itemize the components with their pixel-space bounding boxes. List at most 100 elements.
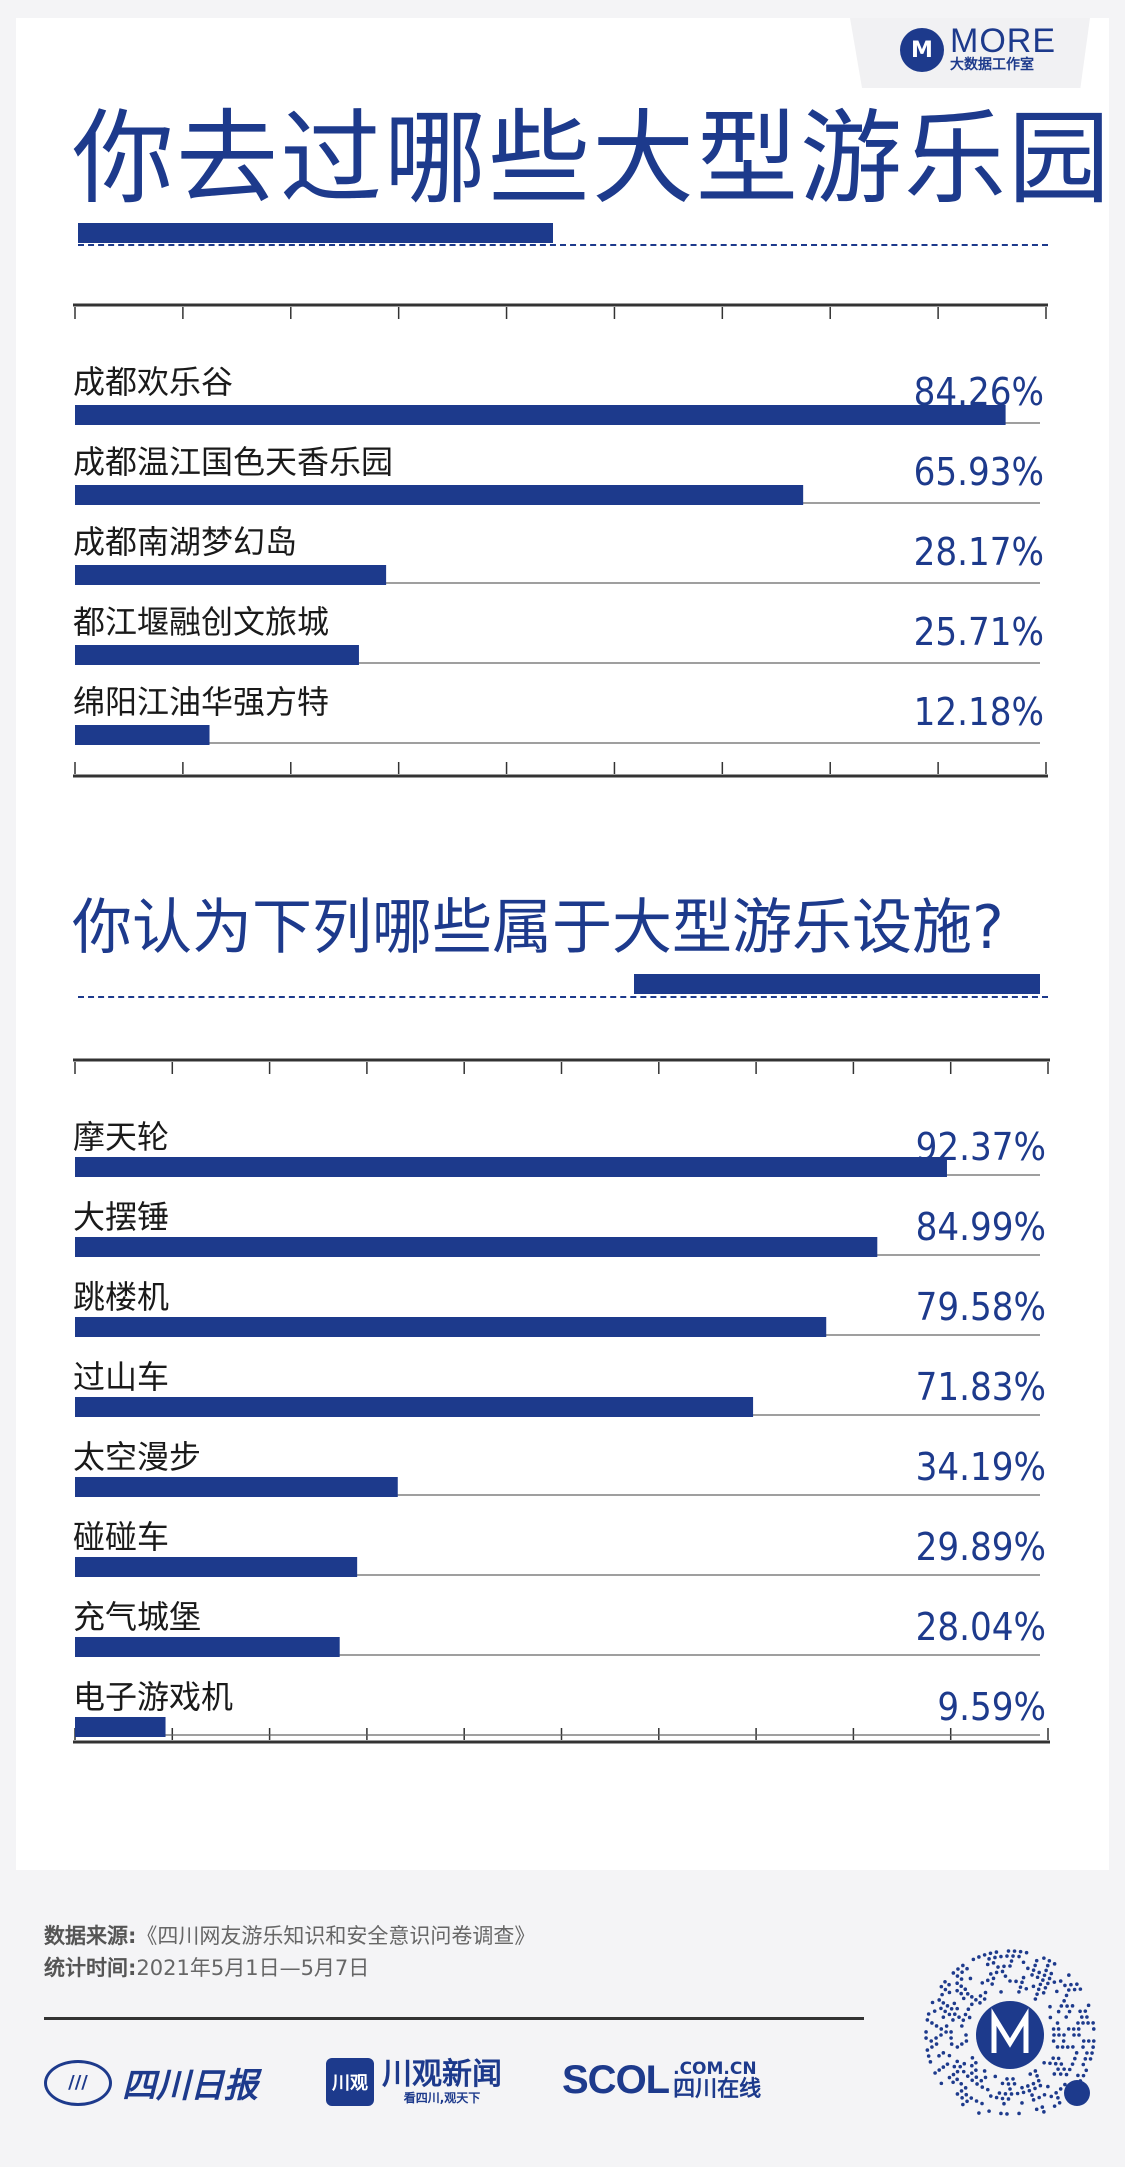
qr-dot	[1081, 2021, 1085, 2025]
chuanguan-news-logo: 川观 川观新闻 看四川,观天下	[326, 2058, 502, 2106]
title2-underline	[634, 974, 1040, 994]
chart2-title: 你认为下列哪些属于大型游乐设施?	[72, 893, 1004, 963]
qr-dot	[1048, 2004, 1052, 2009]
qr-dot	[926, 2054, 931, 2058]
qr-dot	[1053, 2061, 1058, 2066]
qr-dot	[1038, 2083, 1043, 2088]
qr-dot	[1046, 1981, 1050, 1986]
qr-dot	[1071, 2045, 1075, 2049]
qr-dot	[1006, 1949, 1011, 1953]
qr-dot	[993, 2074, 998, 2079]
qr-dot	[1086, 2021, 1090, 2025]
qr-dot	[1035, 2074, 1039, 2078]
qr-dot	[958, 2064, 963, 2069]
qr-dot	[929, 2039, 934, 2043]
qr-dot	[1051, 2039, 1056, 2043]
qr-dot	[1052, 2104, 1057, 2108]
qr-dot	[943, 2009, 947, 2014]
qr-dot	[1051, 2056, 1055, 2060]
qr-dot	[945, 2062, 950, 2066]
qr-dot	[1071, 2027, 1076, 2031]
qr-dot	[1086, 2003, 1091, 2008]
qr-dot	[1020, 2085, 1024, 2090]
qr-dot	[924, 2030, 928, 2034]
qr-dot	[939, 2033, 943, 2037]
qr-dot	[1020, 2101, 1024, 2105]
qr-dot	[949, 2030, 953, 2034]
qr-dot	[1012, 2081, 1017, 2086]
qr-dot	[988, 1972, 993, 1976]
category-label: 成都欢乐谷	[73, 363, 233, 401]
value-label: 29.89%	[916, 1525, 1046, 1569]
qr-dot	[1034, 2107, 1039, 2112]
qr-dot	[932, 2009, 937, 2013]
value-label: 28.17%	[914, 530, 1044, 574]
qr-dot	[1064, 1993, 1069, 1998]
qr-dot	[1042, 1956, 1046, 1960]
more-logo-text: MORE	[950, 22, 1056, 60]
qr-dot	[994, 1970, 999, 1975]
qr-dot	[1012, 1949, 1017, 1953]
qr-dot	[1055, 2045, 1060, 2049]
qr-dot	[941, 2015, 946, 2019]
qr-dot	[1035, 1992, 1039, 1996]
qr-dot	[1000, 2081, 1005, 2086]
qr-dot	[1005, 2077, 1009, 2081]
qr-dot	[1003, 2092, 1008, 2096]
bar	[75, 1717, 166, 1737]
qr-dot	[939, 2081, 944, 2086]
qr-dot	[1049, 2094, 1054, 2099]
category-label: 成都温江国色天香乐园	[73, 443, 393, 481]
qr-dot	[1079, 2015, 1084, 2019]
title1-underline	[78, 223, 553, 243]
qr-dot	[1091, 2027, 1096, 2031]
time-value: 2021年5月1日—5月7日	[136, 1956, 370, 1980]
qr-dot	[1008, 1979, 1012, 1983]
qr-dot	[959, 2089, 964, 2093]
qr-dot	[951, 2080, 955, 2085]
qr-dot	[1062, 2033, 1066, 2037]
category-label: 大摆锤	[73, 1198, 169, 1236]
qr-dot	[951, 2072, 956, 2077]
qr-dot	[970, 1995, 974, 1999]
chart2: 摩天轮 92.37%大摆锤 84.99%跳楼机 79.58%过山车 71.83%太空漫步…	[73, 1058, 1050, 1744]
qr-dot	[974, 2068, 978, 2072]
qr-dot	[1024, 1950, 1029, 1955]
qr-dot	[1017, 1990, 1021, 1994]
qr-dot	[1044, 1968, 1048, 1973]
qr-dot	[977, 2111, 981, 2115]
qr-dot	[955, 1974, 960, 1978]
qr-dot	[947, 2053, 952, 2058]
chart1-title: 你去过哪些大型游乐园	[72, 100, 1112, 219]
qr-dot	[1085, 2015, 1089, 2019]
qr-dot	[955, 2077, 959, 2082]
qr-dot	[1062, 2067, 1066, 2071]
qr-dot	[987, 1957, 991, 1961]
bar	[75, 1397, 754, 1417]
qr-dot	[1081, 2073, 1086, 2078]
qr-dot	[1086, 2039, 1091, 2043]
qr-dot	[980, 2085, 985, 2089]
qr-dot	[974, 2060, 978, 2065]
scol-domain: .COM.CN	[673, 2058, 757, 2079]
qr-dot	[1042, 1973, 1047, 1978]
bar	[75, 565, 387, 585]
qr-dot	[947, 1990, 952, 1995]
qr-dot	[1031, 2081, 1036, 2086]
qr-dot	[1067, 2067, 1072, 2072]
qr-dot	[1036, 1987, 1041, 1992]
qr-dot	[1047, 1958, 1052, 1963]
qr-dot	[943, 1979, 947, 1984]
qr-dot	[982, 2069, 987, 2073]
source-block: 数据来源:《四川网友游乐知识和安全意识问卷调查》 统计时间:2021年5月1日—…	[44, 1920, 535, 1984]
qr-dot	[961, 2069, 966, 2074]
qr-dot	[1006, 2082, 1011, 2086]
qr-dot	[967, 2015, 972, 2020]
qr-dot	[970, 2071, 974, 2075]
qr-dot	[1028, 2072, 1033, 2076]
qr-dot	[975, 2082, 979, 2086]
qr-dot	[1070, 2004, 1075, 2008]
qr-dot	[966, 2007, 971, 2012]
qr-dot	[1034, 1958, 1039, 1963]
qr-dot	[983, 1990, 988, 1995]
